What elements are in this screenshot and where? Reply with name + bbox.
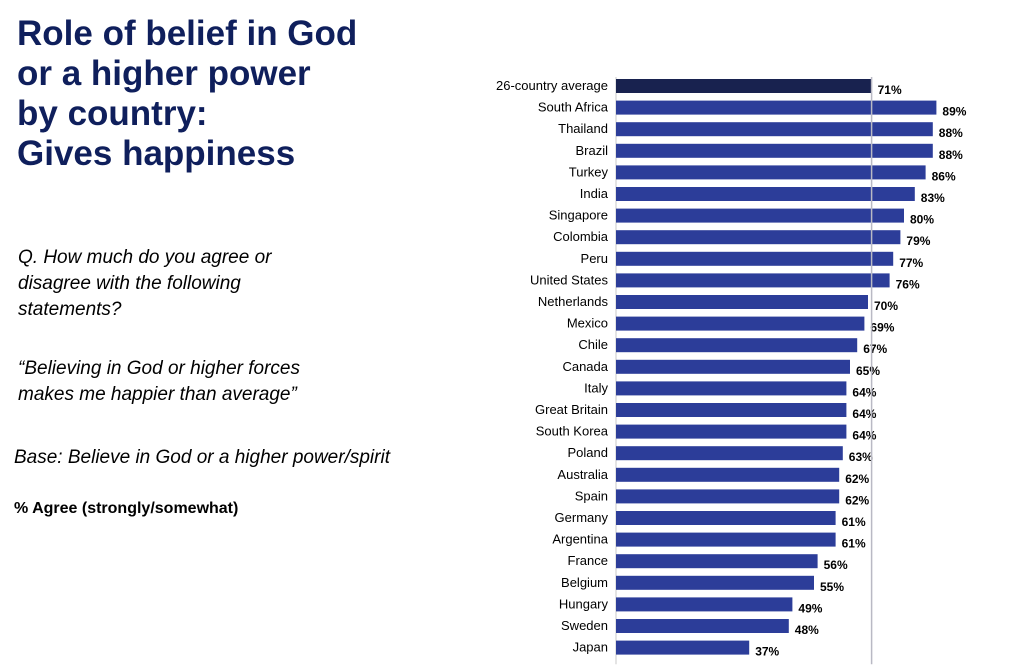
- category-label-belgium: Belgium: [561, 575, 608, 590]
- value-label-great-britain: 64%: [852, 407, 876, 421]
- category-label-canada: Canada: [562, 359, 608, 374]
- value-label-chile: 67%: [863, 342, 887, 356]
- bar-mexico: [616, 316, 865, 331]
- value-label-colombia: 79%: [906, 234, 930, 248]
- category-label-india: India: [580, 186, 609, 201]
- category-label-sweden: Sweden: [561, 618, 608, 633]
- category-label-france: France: [568, 553, 608, 568]
- value-label-poland: 63%: [849, 450, 873, 464]
- bar-brazil: [616, 143, 933, 158]
- value-label-united-states: 76%: [896, 277, 920, 291]
- value-label-canada: 65%: [856, 364, 880, 378]
- category-label-chile: Chile: [578, 337, 608, 352]
- value-label-singapore: 80%: [910, 213, 934, 227]
- value-label-belgium: 55%: [820, 580, 844, 594]
- category-label-australia: Australia: [557, 467, 608, 482]
- bar-26-country-average: [616, 79, 872, 93]
- category-label-south-korea: South Korea: [536, 424, 609, 439]
- bar-poland: [616, 446, 843, 461]
- category-label-brazil: Brazil: [575, 143, 608, 158]
- bar-great-britain: [616, 403, 847, 417]
- category-label-germany: Germany: [555, 510, 609, 525]
- category-label-japan: Japan: [573, 640, 608, 655]
- bar-singapore: [616, 208, 904, 223]
- bar-netherlands: [616, 295, 868, 309]
- category-label-peru: Peru: [581, 251, 608, 266]
- bar-united-states: [616, 273, 890, 288]
- category-label-poland: Poland: [568, 445, 608, 460]
- value-label-australia: 62%: [845, 472, 869, 486]
- category-label-united-states: United States: [530, 272, 609, 287]
- bar-peru: [616, 251, 894, 266]
- category-label-singapore: Singapore: [549, 208, 608, 223]
- value-label-south-korea: 64%: [852, 429, 876, 443]
- measure-label: % Agree (strongly/somewhat): [14, 500, 239, 517]
- bar-colombia: [616, 230, 901, 245]
- value-label-brazil: 88%: [939, 148, 963, 162]
- bar-france: [616, 554, 818, 569]
- bar-hungary: [616, 597, 793, 612]
- value-label-argentina: 61%: [842, 537, 866, 551]
- value-label-thailand: 88%: [939, 126, 963, 140]
- value-label-netherlands: 70%: [874, 299, 898, 313]
- category-label-turkey: Turkey: [569, 164, 609, 179]
- value-label-germany: 61%: [842, 515, 866, 529]
- bar-india: [616, 187, 915, 201]
- base-note: Base: Believe in God or a higher power/s…: [14, 447, 390, 468]
- value-label-26-country-average: 71%: [878, 83, 902, 97]
- category-label-italy: Italy: [584, 380, 608, 395]
- value-label-turkey: 86%: [932, 169, 956, 183]
- bar-thailand: [616, 122, 933, 137]
- category-label-hungary: Hungary: [559, 596, 609, 611]
- value-label-spain: 62%: [845, 493, 869, 507]
- bar-turkey: [616, 165, 926, 180]
- category-label-26-country-average: 26-country average: [496, 78, 608, 93]
- category-label-spain: Spain: [575, 488, 608, 503]
- bar-argentina: [616, 532, 836, 547]
- bar-spain: [616, 489, 840, 504]
- value-label-mexico: 69%: [870, 321, 894, 335]
- bar-canada: [616, 359, 850, 374]
- chart-title: Role of belief in God or a higher power …: [17, 14, 358, 173]
- bar-south-korea: [616, 424, 847, 439]
- value-label-sweden: 48%: [795, 623, 819, 637]
- survey-statement: “Believing in God or higher forces makes…: [18, 358, 300, 405]
- value-label-peru: 77%: [899, 256, 923, 270]
- bar-south-africa: [616, 100, 937, 115]
- value-label-south-africa: 89%: [942, 105, 966, 119]
- value-label-japan: 37%: [755, 645, 779, 659]
- bar-australia: [616, 467, 840, 482]
- value-label-india: 83%: [921, 191, 945, 205]
- bar-chile: [616, 338, 858, 353]
- bar-italy: [616, 381, 847, 396]
- bar-germany: [616, 511, 836, 525]
- value-label-italy: 64%: [852, 385, 876, 399]
- category-label-netherlands: Netherlands: [538, 294, 609, 309]
- category-label-argentina: Argentina: [552, 532, 608, 547]
- survey-question: Q. How much do you agree or disagree wit…: [18, 247, 272, 320]
- category-label-thailand: Thailand: [558, 121, 608, 136]
- bar-japan: [616, 640, 750, 655]
- value-label-france: 56%: [824, 558, 848, 572]
- bar-belgium: [616, 575, 814, 590]
- value-label-hungary: 49%: [798, 601, 822, 615]
- category-label-great-britain: Great Britain: [535, 402, 608, 417]
- category-label-south-africa: South Africa: [538, 100, 609, 115]
- category-label-mexico: Mexico: [567, 316, 608, 331]
- category-label-colombia: Colombia: [553, 229, 609, 244]
- bar-sweden: [616, 619, 789, 633]
